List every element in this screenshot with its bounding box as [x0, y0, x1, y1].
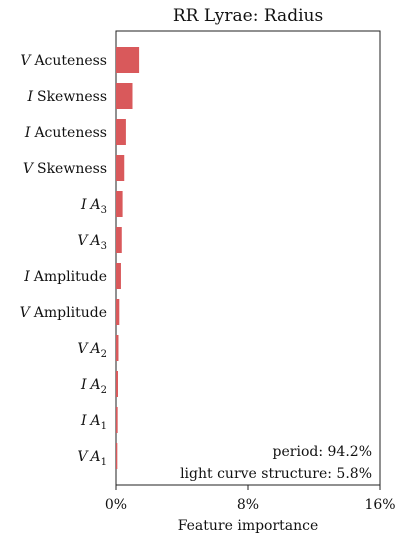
bar-group [116, 47, 140, 469]
bar-5 [116, 227, 122, 253]
category-label-11: V A1 [77, 449, 107, 468]
bar-9 [116, 371, 118, 397]
x-tick-label-0: 0% [105, 497, 127, 513]
category-label-7: V Amplitude [20, 305, 107, 321]
bar-10 [116, 407, 118, 433]
category-label-10: I A1 [80, 413, 107, 432]
x-tick-label-1: 8% [237, 497, 259, 513]
category-label-6: I Amplitude [23, 269, 107, 285]
bar-6 [116, 263, 121, 289]
category-label-group: V Acuteness I Skewness I Acuteness V Skewness I A… [20, 53, 107, 468]
bar-11 [116, 443, 118, 469]
category-label-5: V A3 [77, 233, 107, 252]
bar-2 [116, 119, 126, 145]
category-label-3: V Skewness [23, 161, 107, 177]
plot-frame [115, 30, 381, 486]
x-tick-group: 0% 8% 16% [105, 485, 396, 513]
bar-7 [116, 299, 120, 325]
bar-0 [116, 47, 140, 73]
bar-1 [116, 83, 133, 109]
bar-4 [116, 191, 123, 217]
bar-8 [116, 335, 119, 361]
category-label-1: I Skewness [26, 89, 107, 105]
category-label-8: V A2 [77, 341, 107, 360]
annotation-period: period: 94.2% [273, 444, 372, 460]
x-tick-label-2: 16% [364, 497, 395, 513]
category-label-4: I A3 [80, 197, 107, 216]
bar-3 [116, 155, 125, 181]
category-label-9: I A2 [80, 377, 107, 396]
category-label-2: I Acuteness [24, 125, 107, 141]
x-axis-title: Feature importance [178, 518, 319, 534]
category-label-0: V Acuteness [20, 53, 107, 69]
annotation-light-curve: light curve structure: 5.8% [180, 466, 372, 482]
chart-title: RR Lyrae: Radius [173, 6, 323, 26]
